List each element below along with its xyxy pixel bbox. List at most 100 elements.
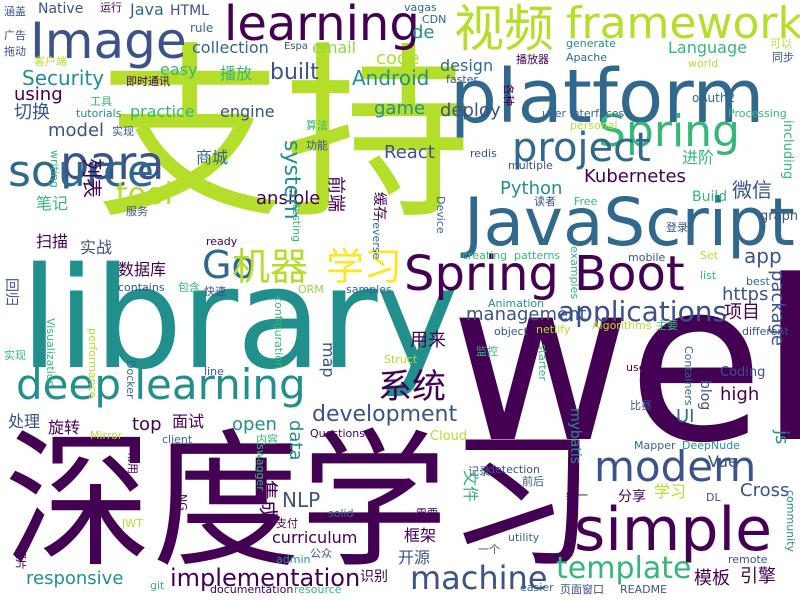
word-dl: DL xyxy=(706,491,721,504)
word-using: using xyxy=(14,84,63,105)
word-tongyi: 统一 xyxy=(566,489,588,502)
word-contains: contains xyxy=(118,281,165,294)
word-zhuyao: 主要 xyxy=(656,319,678,332)
word-tutorials: tutorials xyxy=(76,107,122,120)
word-tool: tool xyxy=(116,177,173,212)
word-top: top xyxy=(132,414,162,435)
word-jilu: 记录 xyxy=(468,465,490,478)
word-list: list xyxy=(700,269,717,282)
word-jwt: JWT xyxy=(122,517,143,530)
word-vagas: vagas xyxy=(404,1,437,14)
word-bofang: 播放 xyxy=(220,64,253,83)
word-weixin: 微信 xyxy=(732,178,772,202)
word-open: open xyxy=(232,414,277,435)
word-android: Android xyxy=(352,66,430,90)
word-tongbu: 同步 xyxy=(772,51,794,64)
word-utility: utility xyxy=(508,531,540,544)
word-shangcheng: 商城 xyxy=(196,148,229,167)
word-xitong: 系统 xyxy=(378,367,446,407)
word-keyi: 可以 xyxy=(770,37,792,50)
word-yonglai: 用来 xyxy=(410,330,446,351)
word-applications: applications xyxy=(558,295,728,328)
word-management: management xyxy=(466,304,587,325)
word-curriculum: curriculum xyxy=(272,528,358,547)
word-saomiao: 扫描 xyxy=(36,232,69,251)
word-language: Language xyxy=(668,38,747,57)
word-redis: redis xyxy=(470,147,497,160)
word-map: map xyxy=(319,342,338,378)
word-nlp: NLP xyxy=(282,488,321,512)
word-admin: admin xyxy=(276,553,311,566)
word-de: de xyxy=(412,22,435,43)
word-engine: engine xyxy=(220,102,275,121)
word-line: line xyxy=(204,365,224,378)
word-espa: Espa xyxy=(284,41,309,52)
word-gezhong: 各种 xyxy=(502,84,515,106)
word-image: Image xyxy=(30,12,187,70)
word-jinjie: 进阶 xyxy=(682,148,715,167)
word-vue: Vue xyxy=(708,452,738,471)
word-orm: ORM xyxy=(298,283,324,296)
word-xuexi: 学习 xyxy=(326,245,403,289)
word-ng: NG xyxy=(176,494,189,511)
word-user-interfaces: user interfaces xyxy=(542,107,625,120)
word-mapper: Mapper xyxy=(634,439,676,452)
word-examples: examples xyxy=(568,246,581,300)
word-performance: performance xyxy=(86,328,99,399)
word-ansible: ansible xyxy=(256,188,321,209)
word-tuodong: 拖动 xyxy=(4,45,26,58)
word-suanfa: 算法 xyxy=(306,119,328,132)
word-model: model xyxy=(48,120,105,141)
word-cross: Cross xyxy=(740,480,790,501)
word-gongneng: 功能 xyxy=(306,139,328,152)
word-readme: README xyxy=(620,583,668,596)
word-design: design xyxy=(440,56,494,75)
word-cdn: CDN xyxy=(422,13,447,26)
word-shibie: 识别 xyxy=(360,569,388,585)
word-qianhou: 前后 xyxy=(522,475,544,488)
word-use: use xyxy=(626,361,646,374)
word-development: development xyxy=(312,402,458,427)
word-spring-boot: Spring Boot xyxy=(404,246,685,302)
word-resource: resource xyxy=(294,583,342,596)
word-object: object xyxy=(494,325,528,338)
word-samples: samples xyxy=(346,283,392,296)
word-shixian: 实现 xyxy=(112,125,134,138)
word-implementation: implementation xyxy=(170,564,361,592)
word-graph: graph xyxy=(760,209,799,224)
word-built: built xyxy=(270,60,319,85)
word-mirror: Mirror xyxy=(90,429,123,442)
word-package: package xyxy=(767,270,788,346)
word-gongzhong: 公众 xyxy=(310,547,332,560)
word-https: https xyxy=(722,284,769,305)
word-guanggao: 广告 xyxy=(4,29,26,42)
word-xuanzhuan: 旋转 xyxy=(48,418,81,437)
word-algorithms: Algorithms xyxy=(592,319,652,332)
word-writing: writing xyxy=(48,150,61,188)
word-deepnude: DeepNude xyxy=(682,439,740,452)
word-go: Go xyxy=(202,243,255,287)
word-kuangjia: 框架 xyxy=(404,526,437,545)
word-platform: platform xyxy=(450,54,765,140)
word-email: email xyxy=(312,38,357,57)
word-starter: starter xyxy=(536,344,549,381)
word-template: template xyxy=(556,551,692,586)
word-ui: UI xyxy=(676,406,695,427)
word-code: code xyxy=(376,48,420,69)
word-javascript: JavaScript xyxy=(464,184,795,261)
word-qianduan: 前端 xyxy=(325,176,346,212)
word-kehuduan: 客户端 xyxy=(34,55,67,68)
word-blog: blog xyxy=(697,380,713,411)
word-kaiyuan: 开源 xyxy=(398,548,431,567)
word-reverse: reverse xyxy=(370,218,383,260)
word-best: best xyxy=(746,275,770,288)
word-web: web xyxy=(450,234,800,492)
word-oauth2: oAuth2 xyxy=(692,91,736,105)
word-testing: testing xyxy=(290,204,303,243)
word-denglu: 登录 xyxy=(666,221,688,234)
word-huigui: 回归 xyxy=(3,278,19,306)
word-client: client xyxy=(162,433,193,446)
word-js: js xyxy=(771,430,792,445)
word-including: including xyxy=(780,120,795,180)
word-qiehuan: 切换 xyxy=(14,102,50,123)
